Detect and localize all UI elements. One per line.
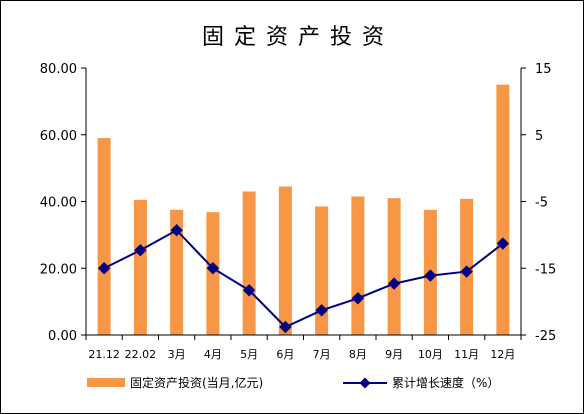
x-tick-label: 8月 xyxy=(349,348,367,361)
legend-bar-swatch xyxy=(87,378,125,387)
x-tick-label: 4月 xyxy=(204,348,222,361)
x-tick-label: 9月 xyxy=(385,348,403,361)
left-tick-label: 20.00 xyxy=(40,262,77,277)
legend-line-marker xyxy=(359,377,371,389)
right-tick-label: 15 xyxy=(535,62,552,77)
left-tick-label: 0.00 xyxy=(48,329,77,344)
bar xyxy=(133,199,147,335)
x-tick-label: 10月 xyxy=(418,348,443,361)
left-tick-label: 80.00 xyxy=(40,62,77,77)
bar xyxy=(278,186,292,335)
right-tick-label: -25 xyxy=(535,329,556,344)
line-marker xyxy=(315,304,328,317)
plot-area: 0.00 20.00 40.00 60.00 80.00 -25 -15 -5 5 15 21.12… xyxy=(40,62,556,361)
bar xyxy=(496,84,510,335)
line-marker xyxy=(496,237,510,250)
line-marker xyxy=(134,244,147,257)
line-marker xyxy=(460,265,473,278)
line-marker xyxy=(387,277,401,290)
x-tick-label: 3月 xyxy=(168,348,186,361)
chart-title: 固定资产投资 xyxy=(202,25,394,50)
line-marker xyxy=(424,269,437,282)
line-marker xyxy=(242,284,256,297)
x-tick-label: 7月 xyxy=(313,348,331,361)
line-marker xyxy=(351,292,365,305)
chart-legend: 固定资产投资(当月,亿元) 累计增长速度（%） xyxy=(87,375,499,390)
bar xyxy=(242,191,256,335)
bar xyxy=(97,138,111,335)
x-tick-label: 5月 xyxy=(240,348,258,361)
x-tick-label: 22.02 xyxy=(125,348,157,361)
left-tick-label: 40.00 xyxy=(40,196,77,211)
right-tick-label: -5 xyxy=(535,196,548,211)
line-marker xyxy=(206,262,220,275)
series-line xyxy=(103,228,504,329)
x-tick-label: 21.12 xyxy=(88,348,120,361)
right-tick-label: -15 xyxy=(535,262,556,277)
left-tick-label: 60.00 xyxy=(40,129,77,144)
line-marker xyxy=(170,223,183,237)
x-tick-label: 11月 xyxy=(454,348,479,361)
legend-bar-label: 固定资产投资(当月,亿元) xyxy=(130,375,263,390)
legend-line-label: 累计增长速度（%） xyxy=(392,375,499,390)
bar xyxy=(315,206,329,335)
bar xyxy=(387,198,401,335)
x-tick-label: 12月 xyxy=(490,348,515,361)
line-marker xyxy=(97,262,111,275)
x-tick-label: 6月 xyxy=(276,348,294,361)
right-tick-label: 5 xyxy=(535,129,543,144)
bar xyxy=(170,209,184,335)
bar xyxy=(351,196,365,335)
line-marker xyxy=(279,320,292,334)
